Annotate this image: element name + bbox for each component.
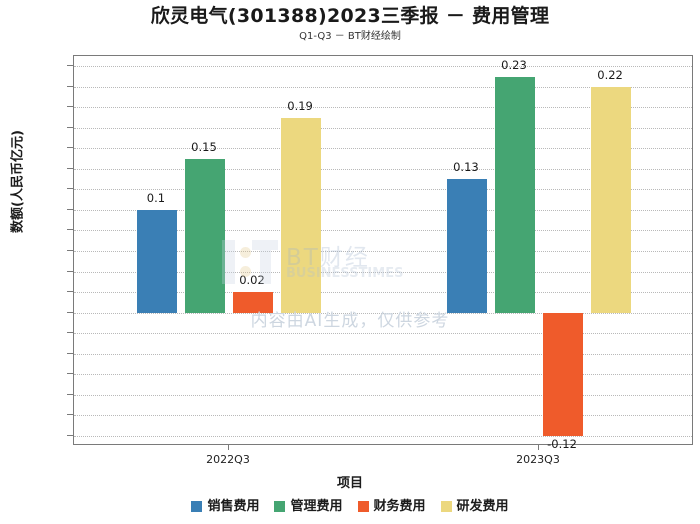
chart-legend: 销售费用 管理费用 财务费用 研发费用 [0,499,700,514]
bar-value-label: 0.15 [191,139,217,154]
y-tick-mark [67,250,73,251]
y-tick-mark [67,393,73,395]
gridline [74,292,692,294]
bar-value-label: 0.23 [501,57,527,72]
y-tick-mark [67,65,73,67]
y-tick-mark [67,85,73,87]
y-tick-mark [67,167,73,169]
y-axis-title: 数额(人民币亿元) [10,130,26,233]
x-tick-label: 2023Q3 [516,453,560,466]
gridline [74,168,692,170]
gridline [74,209,692,211]
gridline [74,271,692,273]
gridline [74,333,692,335]
gridline [74,353,692,355]
gridline [74,230,692,232]
bar-value-label: 0.22 [597,67,623,82]
legend-label: 研发费用 [456,499,509,514]
bar [446,179,488,313]
gridline [74,66,692,68]
bar-value-label: 0.19 [287,98,313,113]
x-tick-mark [538,445,539,450]
y-tick-mark [67,106,73,108]
y-tick-mark [67,414,73,416]
y-tick-mark [67,373,73,375]
gridline [74,86,692,88]
gridline [74,127,692,129]
bar [590,86,632,313]
y-tick-mark [67,229,73,231]
gridline [74,374,692,376]
gridline [74,189,692,191]
gridline [74,148,692,150]
bar [136,209,178,313]
y-tick-mark [67,311,73,313]
gridline [74,312,692,314]
gridline [74,107,692,109]
bar-value-label: -0.12 [547,436,577,451]
x-tick-mark [228,445,229,450]
gridline [74,251,692,252]
gridline [74,394,692,396]
y-tick-mark [67,352,73,354]
legend-item[interactable]: 财务费用 [357,499,426,514]
legend-label: 财务费用 [373,499,426,514]
legend-item[interactable]: 销售费用 [191,499,259,514]
gridline [74,415,692,417]
x-tick-label: 2022Q3 [206,453,250,466]
bar [542,312,584,436]
bar-value-label: 0.13 [453,160,479,175]
y-tick-mark [67,270,73,272]
bar [184,158,226,313]
chart-subtitle: Q1-Q3 － BT财经绘制 [299,31,401,42]
y-tick-mark [67,188,73,190]
bar [280,117,322,313]
bar [494,76,536,313]
bar-value-label: 0.1 [146,190,166,205]
y-tick-mark [67,291,73,293]
bar [232,292,274,313]
gridline [74,435,692,437]
legend-item[interactable]: 管理费用 [274,499,343,514]
legend-label: 销售费用 [207,499,260,514]
legend-swatch-icon [191,501,203,512]
plot-area [73,55,693,445]
y-tick-mark [67,126,73,128]
y-tick-mark [67,434,73,436]
y-tick-mark [67,208,73,210]
y-tick-mark [67,147,73,149]
legend-label: 管理费用 [290,499,343,514]
legend-swatch-icon [440,501,452,512]
legend-swatch-icon [274,501,286,512]
y-tick-mark [67,332,73,334]
legend-swatch-icon [357,501,369,512]
legend-item[interactable]: 研发费用 [440,499,509,514]
chart-title: 欣灵电气(301388)2023三季报 － 费用管理 [150,5,550,27]
x-axis-title: 项目 [336,476,363,491]
bar-value-label: 0.02 [239,273,265,288]
